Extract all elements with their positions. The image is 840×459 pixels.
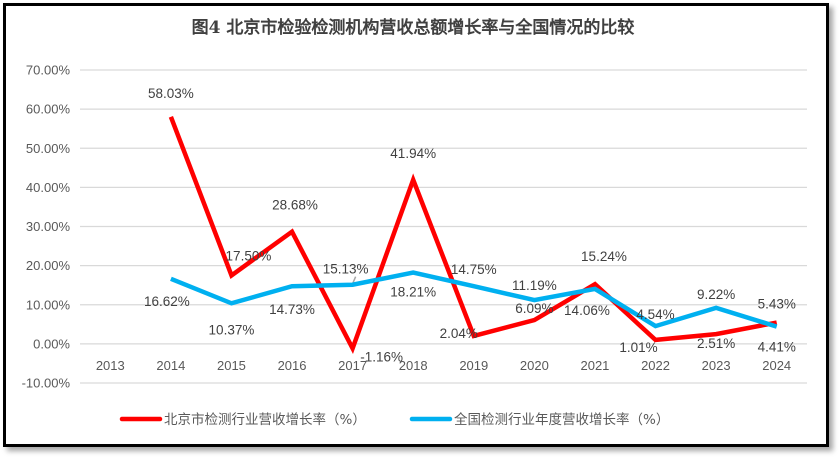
- x-tick-label: 2019: [459, 358, 488, 373]
- data-label: 14.06%: [564, 303, 610, 318]
- data-label: 15.13%: [323, 262, 369, 277]
- data-label: 2.04%: [440, 326, 478, 341]
- data-label: 16.62%: [144, 294, 190, 309]
- data-label: 6.09%: [515, 301, 553, 316]
- data-label: 18.21%: [390, 285, 436, 300]
- x-tick-label: 2024: [762, 358, 791, 373]
- y-tick-label: -10.00%: [22, 376, 71, 391]
- data-label: 15.24%: [581, 249, 627, 264]
- data-label: 28.68%: [272, 198, 318, 213]
- legend-label-beijing: 北京市检测行业营收增长率（%）: [164, 411, 366, 428]
- series-line-national: [170, 270, 778, 329]
- x-tick-label: 2015: [217, 358, 246, 373]
- y-tick-label: 0.00%: [33, 336, 70, 351]
- y-tick-label: 60.00%: [26, 102, 71, 117]
- data-label: 17.50%: [226, 248, 272, 263]
- data-label: 14.75%: [451, 262, 497, 277]
- legend: 北京市检测行业营收增长率（%） 全国检测行业年度营收增长率（%）: [119, 411, 669, 428]
- data-label: 14.73%: [269, 302, 315, 317]
- series-line-beijing: [168, 115, 778, 355]
- chart-frame: [3, 3, 829, 447]
- y-tick-label: 50.00%: [26, 141, 71, 156]
- y-tick-label: 40.00%: [26, 180, 71, 195]
- data-label: 4.54%: [636, 307, 674, 322]
- y-tick-label: 20.00%: [26, 258, 71, 273]
- data-label: 2.51%: [697, 336, 735, 351]
- data-labels: 58.03% 17.50% 28.68% -1.16% 41.94% 2.04% 6.09%…: [144, 86, 796, 365]
- y-tick-label: 10.00%: [26, 297, 71, 312]
- y-axis-tick-labels: 70.00% 60.00% 50.00% 40.00% 30.00% 20.00% 10.0…: [22, 63, 71, 391]
- y-tick-label: 70.00%: [26, 63, 71, 78]
- data-label: 10.37%: [209, 322, 255, 337]
- x-tick-label: 2020: [520, 358, 549, 373]
- data-label: 4.41%: [758, 340, 796, 355]
- x-axis-tick-labels: 2013 2014 2015 2016 2017 2018 2019 2020 2021 2022…: [96, 358, 791, 373]
- chart-title: 图4 北京市检验检测机构营收总额增长率与全国情况的比较: [192, 17, 635, 38]
- x-tick-label: 2014: [156, 358, 185, 373]
- data-label: 5.43%: [758, 297, 796, 312]
- data-label: 11.19%: [512, 278, 557, 293]
- gridlines: [80, 69, 807, 384]
- x-tick-label: 2022: [641, 358, 670, 373]
- data-label: -1.16%: [360, 349, 403, 364]
- y-tick-label: 30.00%: [26, 219, 71, 234]
- x-tick-label: 2016: [278, 358, 307, 373]
- x-tick-label: 2018: [399, 358, 428, 373]
- x-tick-label: 2023: [702, 358, 731, 373]
- data-label: 1.01%: [619, 340, 657, 355]
- x-tick-label: 2021: [580, 358, 609, 373]
- data-label: 58.03%: [148, 86, 194, 101]
- data-label: 9.22%: [697, 287, 735, 302]
- series-lines: [168, 115, 778, 355]
- data-label: 41.94%: [390, 146, 436, 161]
- legend-label-national: 全国检测行业年度营收增长率（%）: [454, 411, 669, 428]
- x-tick-label: 2017: [338, 358, 367, 373]
- x-tick-label: 2013: [96, 358, 125, 373]
